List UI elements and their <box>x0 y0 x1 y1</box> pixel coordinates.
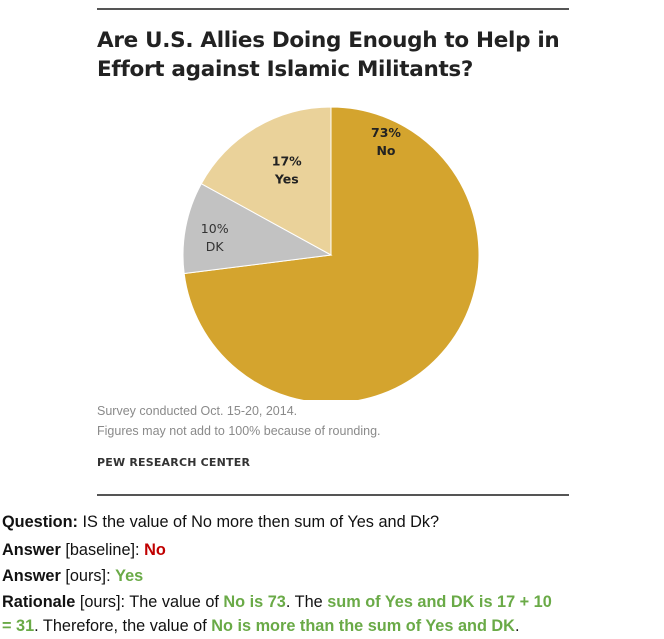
rounding-note: Figures may not add to 100% because of r… <box>97 424 381 438</box>
slice-label-no: 73% No <box>371 125 401 158</box>
slice-category-dk: DK <box>206 239 225 254</box>
rationale-label: Rationale <box>2 593 76 611</box>
answer-label-ours: Answer <box>2 567 61 585</box>
slice-category-no: No <box>376 143 395 158</box>
rationale-line-2: = 31. Therefore, the value of No is more… <box>2 616 519 637</box>
pie-slice-no <box>183 106 480 400</box>
top-rule <box>97 8 569 10</box>
question-line: Question: IS the value of No more then s… <box>2 512 439 533</box>
bottom-rule <box>97 494 569 496</box>
ours-answer-line: Answer [ours]: Yes <box>2 566 143 587</box>
baseline-answer: No <box>144 541 166 559</box>
ours-answer: Yes <box>115 567 144 585</box>
rationale-no-value: No is 73 <box>223 593 286 611</box>
chart-title: Are U.S. Allies Doing Enough to Help in … <box>97 26 567 84</box>
pie-slice-yes <box>200 106 332 256</box>
baseline-answer-line: Answer [baseline]: No <box>2 540 166 561</box>
rationale-conclusion: No is more than the sum of Yes and DK <box>211 617 515 635</box>
survey-note: Survey conducted Oct. 15-20, 2014. <box>97 404 298 418</box>
rationale-therefore: . Therefore, the value of <box>34 617 212 635</box>
question-label: Question: <box>2 513 78 531</box>
rationale-sum-part1: sum of Yes and DK is 17 + 10 <box>327 593 552 611</box>
chart-title-line-1: Are U.S. Allies Doing Enough to Help in <box>97 28 560 53</box>
pie-slice-dk <box>182 183 333 275</box>
question-text: IS the value of No more then sum of Yes … <box>77 513 440 531</box>
rationale-tag: [ours]: The value of <box>75 593 224 611</box>
baseline-tag: [baseline]: <box>60 541 145 559</box>
slice-label-dk: 10% DK <box>201 221 229 254</box>
pie-chart: 73% No 10% DK 17% Yes <box>182 106 480 400</box>
chart-title-line-2: Effort against Islamic Militants? <box>97 57 474 82</box>
rationale-line-1: Rationale [ours]: The value of No is 73.… <box>2 592 552 613</box>
slice-value-no: 73% <box>371 125 401 140</box>
answer-label-baseline: Answer <box>2 541 61 559</box>
slice-value-yes: 17% <box>272 153 302 168</box>
rationale-sum-part2: = 31 <box>2 617 35 635</box>
rationale-end: . <box>514 617 520 635</box>
source-label: PEW RESEARCH CENTER <box>97 456 251 469</box>
slice-label-yes: 17% Yes <box>272 153 302 186</box>
ours-tag: [ours]: <box>60 567 116 585</box>
slice-category-yes: Yes <box>274 171 299 186</box>
slice-value-dk: 10% <box>201 221 229 236</box>
rationale-mid: . The <box>285 593 328 611</box>
